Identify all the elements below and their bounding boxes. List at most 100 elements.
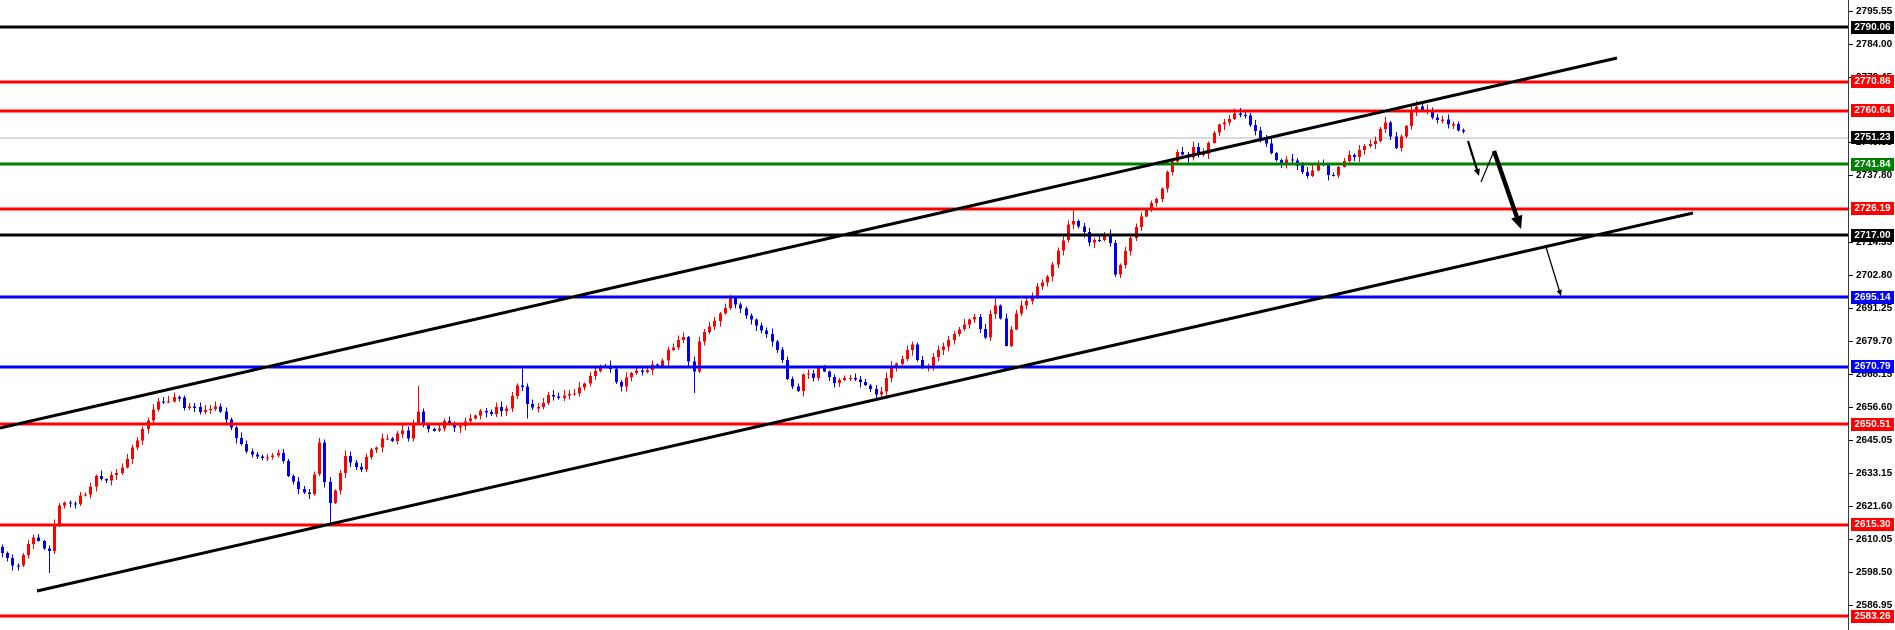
candle-body [963, 324, 966, 330]
tick-mark [1849, 10, 1853, 12]
pullback-arrow[interactable] [1466, 140, 1480, 176]
candle-body [1270, 143, 1273, 153]
price-tick: 2645.05 [1849, 434, 1892, 447]
candle-body [53, 524, 56, 551]
candle-body [589, 376, 592, 384]
candle-body [854, 378, 857, 380]
candle-body [167, 401, 170, 403]
candle-body [537, 407, 540, 409]
candle-body [838, 379, 841, 384]
candle-wick [1427, 104, 1428, 115]
candle-wick [439, 423, 440, 432]
candle-body [958, 329, 961, 334]
candle-body [1181, 151, 1184, 155]
candle-body [745, 308, 748, 316]
candle-body [1452, 124, 1455, 126]
candle-body [1265, 139, 1268, 144]
tick-mark [1849, 242, 1853, 244]
zigzag-line[interactable] [1480, 150, 1495, 183]
candle-body [79, 495, 82, 505]
candle-wick [106, 478, 107, 483]
candle-body [214, 406, 217, 409]
candle-body [973, 316, 976, 320]
candle-wick [1240, 108, 1241, 118]
candle-body [95, 475, 98, 487]
candle-body [615, 368, 618, 382]
candle-body [6, 552, 9, 558]
candle-body [360, 467, 363, 470]
candle-body [656, 364, 659, 367]
candle-body [1067, 224, 1070, 241]
trend-channel-upper[interactable] [0, 56, 1618, 430]
candle-body [864, 382, 867, 386]
projection-arrow-major[interactable] [1491, 150, 1523, 229]
candle-body [1083, 226, 1086, 232]
candle-body [531, 404, 534, 408]
candle-body [786, 359, 789, 379]
candle-wick [1370, 139, 1371, 148]
candle-body [776, 341, 779, 350]
candle-body [1041, 282, 1044, 287]
candle-body [568, 393, 571, 396]
price-tick: 2633.15 [1849, 467, 1892, 480]
candle-body [708, 326, 711, 333]
candle-body [547, 394, 550, 403]
candle-body [282, 453, 285, 462]
tick-mark [1849, 307, 1853, 309]
candle-body [859, 379, 862, 383]
tick-label: 2668.15 [1856, 368, 1893, 380]
candle-body [235, 427, 238, 439]
candle-body [594, 370, 597, 376]
candle-body [724, 307, 727, 314]
candle-body [1005, 318, 1008, 346]
price-level-badge: 2695.14 [1851, 290, 1894, 304]
candle-body [667, 350, 670, 361]
candle-body [1, 547, 4, 553]
tick-mark [1849, 439, 1853, 441]
tick-mark [1849, 572, 1853, 574]
candle-body [1395, 136, 1398, 149]
candle-body [308, 492, 311, 495]
candle-body [677, 340, 680, 348]
trend-channel-lower[interactable] [36, 211, 1694, 593]
candle-body [542, 402, 545, 408]
projection-arrow-minor[interactable] [1545, 246, 1562, 296]
candle-body [162, 401, 165, 403]
candle-body [750, 315, 753, 320]
candle-wick [189, 402, 190, 411]
candle-body [1447, 119, 1450, 125]
candle-body [817, 368, 820, 378]
tick-label: 2656.60 [1856, 401, 1893, 413]
candle-body [1363, 146, 1366, 151]
candle-body [1384, 122, 1387, 129]
candle-body [641, 370, 644, 373]
candle-body [251, 451, 254, 455]
candle-body [781, 349, 784, 360]
candle-body [48, 548, 51, 551]
candle-body [1155, 199, 1158, 203]
candle-body [1161, 188, 1164, 199]
candle-body [266, 457, 269, 459]
chart-plot-area[interactable] [0, 0, 1848, 630]
tick-mark [1849, 373, 1853, 375]
candle-body [391, 438, 394, 442]
candle-body [105, 479, 108, 481]
candle-body [1202, 154, 1205, 156]
candle-body [459, 425, 462, 428]
candle-body [1098, 239, 1101, 241]
candle-body [69, 502, 72, 504]
candle-body [999, 305, 1002, 319]
candle-body [916, 344, 919, 361]
candle-body [84, 494, 87, 496]
candle-body [136, 440, 139, 448]
candle-body [126, 458, 129, 468]
candle-body [1228, 118, 1231, 123]
candle-body [178, 397, 181, 399]
candle-body [370, 449, 373, 458]
candle-body [225, 411, 228, 420]
candle-wick [387, 434, 388, 441]
candle-body [1327, 165, 1330, 175]
candle-wick [168, 396, 169, 403]
candle-body [1057, 250, 1060, 265]
